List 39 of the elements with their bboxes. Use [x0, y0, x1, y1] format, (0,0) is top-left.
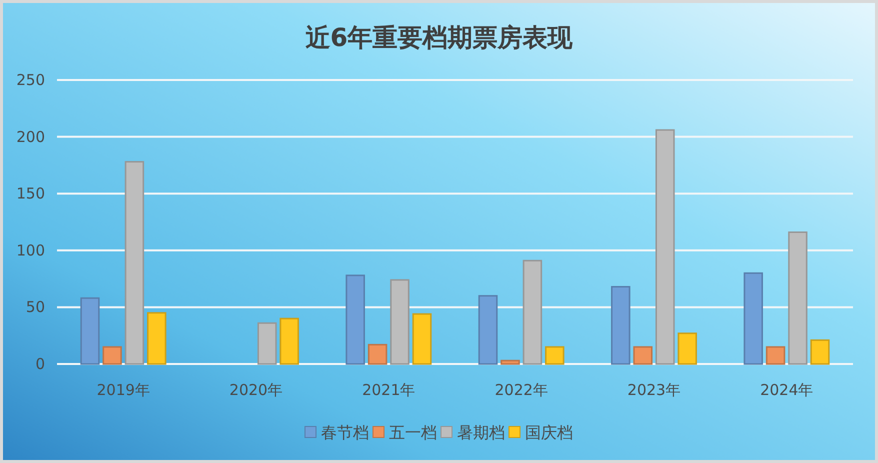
y-tick-label: 100	[16, 241, 45, 260]
bar	[788, 231, 808, 365]
bar	[390, 279, 410, 365]
x-tick-label: 2022年	[494, 381, 548, 399]
legend-label: 暑期档	[457, 423, 505, 442]
bar	[102, 346, 122, 365]
bar	[346, 274, 365, 365]
bar	[522, 260, 542, 365]
bar	[655, 129, 675, 365]
x-tick-label: 2024年	[760, 381, 814, 399]
bar	[147, 312, 166, 365]
x-tick-label: 2020年	[229, 381, 283, 399]
bar	[257, 322, 277, 365]
bar	[633, 346, 653, 365]
x-tick-label: 2021年	[362, 381, 416, 399]
bar	[280, 318, 299, 365]
bar	[744, 272, 763, 365]
y-tick-label: 200	[16, 128, 45, 146]
bar	[368, 344, 388, 365]
bar	[545, 346, 564, 365]
x-tick-label: 2023年	[627, 381, 681, 399]
y-tick-label: 150	[16, 184, 45, 203]
bar	[810, 339, 830, 365]
legend-label: 国庆档	[525, 423, 573, 442]
chart-title: 近6年重要档期票房表现	[305, 23, 574, 52]
bar	[500, 360, 520, 365]
bar	[412, 313, 432, 365]
y-tick-label: 50	[26, 298, 45, 316]
bar	[124, 161, 144, 365]
legend-label: 五一档	[389, 423, 437, 442]
x-tick-label: 2019年	[96, 381, 150, 399]
bar	[478, 295, 498, 365]
bar	[678, 332, 697, 365]
y-tick-label: 250	[16, 71, 45, 89]
bar	[766, 346, 786, 365]
bar	[80, 297, 100, 365]
bar	[611, 286, 630, 365]
y-tick-label: 0	[35, 355, 45, 373]
legend-label: 春节档	[321, 423, 369, 442]
